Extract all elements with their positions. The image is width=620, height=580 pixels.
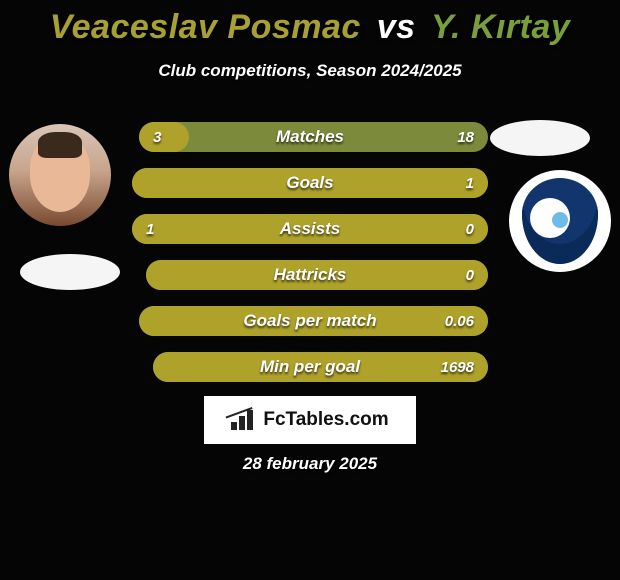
stat-row: 0.06Goals per match xyxy=(132,306,488,336)
comparison-bars: 318Matches 1Goals 10Assists 0Hattricks 0.06G… xyxy=(132,122,488,398)
stat-row: 1Goals xyxy=(132,168,488,198)
subtitle: Club competitions, Season 2024/2025 xyxy=(0,61,620,81)
stat-row: 318Matches xyxy=(132,122,488,152)
brand-box: FcTables.com xyxy=(204,396,416,444)
stat-label: Matches xyxy=(132,122,488,152)
face-placeholder-icon xyxy=(30,138,90,212)
stat-label: Goals xyxy=(132,168,488,198)
player2-name: Y. Kırtay xyxy=(431,8,570,46)
club-crest-icon xyxy=(522,178,598,264)
brand-text: FcTables.com xyxy=(263,409,388,431)
vs-text: vs xyxy=(377,8,416,46)
stat-label: Goals per match xyxy=(132,306,488,336)
player1-photo xyxy=(9,124,111,226)
stat-label: Min per goal xyxy=(132,352,488,382)
page-title: Veaceslav Posmac vs Y. Kırtay xyxy=(0,0,620,47)
stat-row: 1698Min per goal xyxy=(132,352,488,382)
brand-chart-icon xyxy=(231,410,257,430)
date-text: 28 february 2025 xyxy=(0,454,620,474)
stat-label: Hattricks xyxy=(132,260,488,290)
stat-label: Assists xyxy=(132,214,488,244)
stat-row: 10Assists xyxy=(132,214,488,244)
player2-club-crest xyxy=(509,170,611,272)
stat-row: 0Hattricks xyxy=(132,260,488,290)
player1-flag xyxy=(20,254,120,290)
player1-name: Veaceslav Posmac xyxy=(50,8,361,46)
player2-flag xyxy=(490,120,590,156)
